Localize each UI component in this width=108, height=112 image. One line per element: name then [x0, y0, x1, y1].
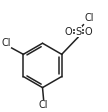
- Text: O: O: [65, 27, 72, 37]
- Text: S: S: [75, 27, 82, 37]
- Text: Cl: Cl: [39, 100, 48, 110]
- Text: Cl: Cl: [85, 13, 94, 23]
- Text: Cl: Cl: [2, 38, 11, 48]
- Text: O: O: [85, 27, 92, 37]
